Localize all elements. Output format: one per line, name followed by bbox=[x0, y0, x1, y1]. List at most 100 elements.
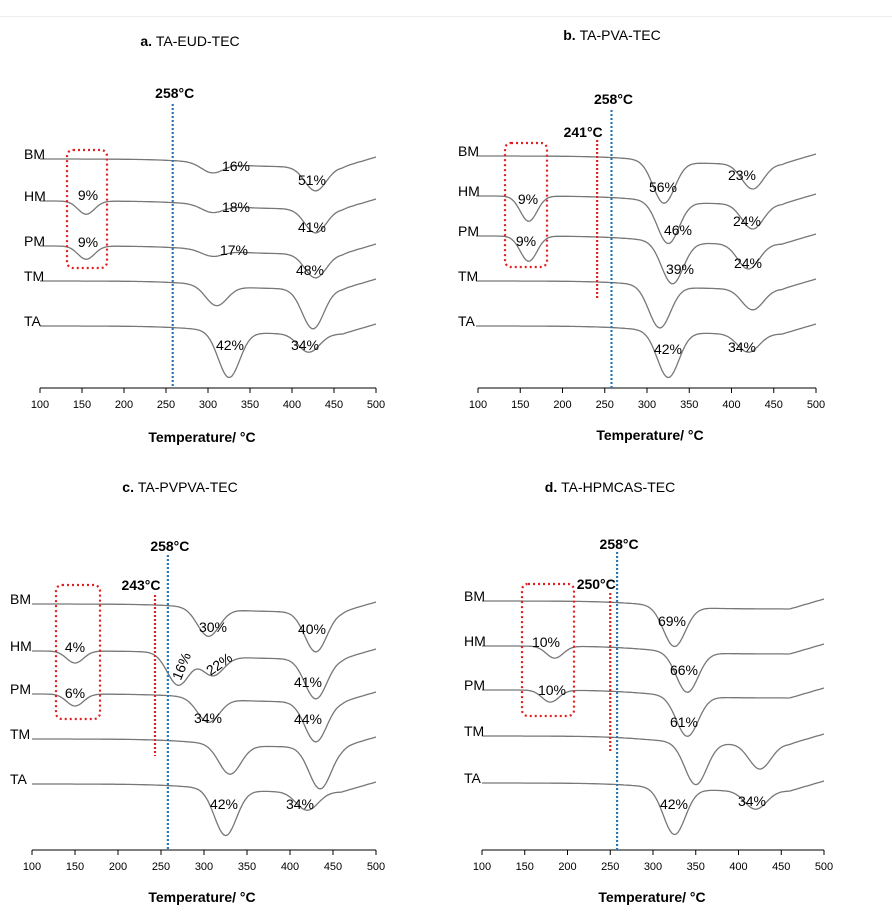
percent-label: 34% bbox=[194, 710, 222, 726]
x-tick-label: 250 bbox=[157, 399, 175, 411]
panel-letter: a. bbox=[140, 33, 156, 49]
panel-title: d. TA-HPMCAS-TEC bbox=[545, 479, 675, 495]
series-line-bm bbox=[482, 598, 825, 648]
series-label-bm: BM bbox=[464, 588, 485, 604]
series-line-pm bbox=[482, 687, 825, 737]
chart-panel-c: c. TA-PVPVA-TEC 100 150 200 250 300 350 400 450 5… bbox=[10, 479, 385, 905]
percent-label: 34% bbox=[728, 339, 756, 355]
percent-label: 24% bbox=[734, 255, 762, 271]
percent-label: 42% bbox=[660, 796, 688, 812]
percent-label: 34% bbox=[738, 793, 766, 809]
percent-label: 51% bbox=[298, 172, 326, 188]
percent-label: 41% bbox=[294, 674, 322, 690]
percent-label: 24% bbox=[733, 213, 761, 229]
panel-title-text: TA-EUD-TEC bbox=[156, 33, 240, 49]
percent-label: 6% bbox=[65, 685, 85, 701]
x-axis-label: Temperature/ °C bbox=[148, 429, 255, 445]
series-label-bm: BM bbox=[10, 591, 31, 607]
panel-title: a. TA-EUD-TEC bbox=[140, 33, 239, 49]
percent-label: 41% bbox=[298, 219, 326, 235]
series-line-tm bbox=[476, 278, 817, 329]
series-label-bm: BM bbox=[24, 146, 45, 162]
x-tick-label: 300 bbox=[195, 861, 213, 873]
x-axis-label: Temperature/ °C bbox=[148, 889, 255, 905]
percent-label: 44% bbox=[294, 711, 322, 727]
x-tick-label: 150 bbox=[66, 861, 84, 873]
series-line-ta bbox=[40, 323, 377, 379]
percent-label: 10% bbox=[538, 682, 566, 698]
percent-label: 18% bbox=[222, 199, 250, 215]
x-tick-label: 500 bbox=[807, 399, 825, 411]
series-line-tm bbox=[482, 733, 825, 786]
percent-label: 9% bbox=[516, 233, 536, 249]
highlight-box bbox=[503, 141, 549, 269]
series-label-ta: TA bbox=[458, 313, 476, 329]
x-tick-label: 250 bbox=[601, 861, 619, 873]
x-tick-label: 350 bbox=[241, 399, 259, 411]
panel-title-text: TA-PVPVA-TEC bbox=[138, 479, 238, 495]
x-tick-label: 400 bbox=[729, 861, 747, 873]
series-line-hm bbox=[40, 198, 377, 234]
x-tick-label: 100 bbox=[469, 399, 487, 411]
chart-panel-d: d. TA-HPMCAS-TEC 100 150 200 250 300 350 400 450… bbox=[464, 479, 833, 905]
x-tick-label: 100 bbox=[31, 399, 49, 411]
highlight-box bbox=[54, 583, 102, 721]
series-label-pm: PM bbox=[10, 681, 31, 697]
x-tick-label: 100 bbox=[473, 861, 491, 873]
series-label-hm: HM bbox=[10, 638, 32, 654]
x-tick-label: 250 bbox=[152, 861, 170, 873]
percent-label: 69% bbox=[658, 613, 686, 629]
chart-panel-a: a. TA-EUD-TEC 100 150 200 250 300 350 400 450 500… bbox=[24, 33, 385, 445]
series-label-tm: TM bbox=[24, 268, 44, 284]
series-line-hm bbox=[476, 193, 817, 245]
percent-label: 42% bbox=[216, 337, 244, 353]
chart-panel-b: b. TA-PVA-TEC 100 150 200 250 300 350 400 450 500… bbox=[458, 27, 825, 443]
series-line-pm bbox=[32, 691, 377, 743]
series-line-hm bbox=[482, 643, 825, 693]
series-label-tm: TM bbox=[464, 723, 484, 739]
series-label-ta: TA bbox=[24, 313, 42, 329]
percent-label: 9% bbox=[78, 187, 98, 203]
percent-label: 9% bbox=[78, 234, 98, 250]
percent-label: 34% bbox=[291, 337, 319, 353]
series-label-tm: TM bbox=[10, 726, 30, 742]
percent-label: 61% bbox=[670, 714, 698, 730]
x-tick-label: 450 bbox=[324, 861, 342, 873]
panel-title: c. TA-PVPVA-TEC bbox=[122, 479, 237, 495]
series-label-hm: HM bbox=[458, 183, 480, 199]
panel-title-text: TA-HPMCAS-TEC bbox=[561, 479, 675, 495]
highlight-box bbox=[65, 148, 109, 270]
reference-label-red: 250°C bbox=[577, 576, 616, 592]
x-tick-label: 350 bbox=[687, 861, 705, 873]
series-label-pm: PM bbox=[24, 233, 45, 249]
x-tick-label: 150 bbox=[516, 861, 534, 873]
x-tick-label: 350 bbox=[680, 399, 698, 411]
series-line-bm bbox=[40, 156, 377, 192]
x-tick-label: 400 bbox=[722, 399, 740, 411]
percent-label: 10% bbox=[532, 634, 560, 650]
percent-label: 30% bbox=[199, 619, 227, 635]
panel-letter: b. bbox=[563, 27, 579, 43]
series-line-ta bbox=[482, 780, 825, 836]
percent-label: 17% bbox=[220, 242, 248, 258]
series-line-pm bbox=[476, 233, 817, 285]
panel-letter: c. bbox=[122, 479, 138, 495]
x-tick-label: 450 bbox=[765, 399, 783, 411]
x-tick-label: 400 bbox=[281, 861, 299, 873]
percent-label: 40% bbox=[298, 621, 326, 637]
percent-label: 16% bbox=[222, 158, 250, 174]
highlight-box bbox=[520, 582, 576, 718]
percent-label: 23% bbox=[728, 167, 756, 183]
percent-label: 56% bbox=[649, 179, 677, 195]
series-label-ta: TA bbox=[10, 771, 28, 787]
x-tick-label: 500 bbox=[367, 861, 385, 873]
reference-label-red: 243°C bbox=[121, 577, 160, 593]
reference-label-blue: 258°C bbox=[600, 536, 639, 552]
series-line-bm bbox=[32, 601, 377, 653]
x-tick-label: 300 bbox=[644, 861, 662, 873]
series-label-hm: HM bbox=[24, 188, 46, 204]
reference-label-red: 241°C bbox=[564, 124, 603, 140]
series-line-ta bbox=[32, 781, 377, 837]
percent-label: 9% bbox=[518, 191, 538, 207]
reference-label-blue: 258°C bbox=[594, 91, 633, 107]
